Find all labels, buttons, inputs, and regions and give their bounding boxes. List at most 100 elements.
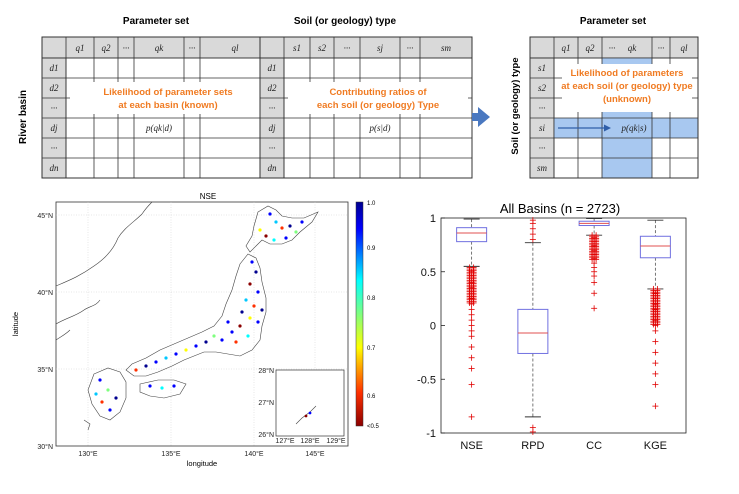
boxplot-xtick-cc: CC — [586, 440, 602, 452]
table-parameter-likelihood-basin: Parameter set River basin q1 q2 ··· qk ·… — [18, 16, 271, 179]
t3-row-s2: s2 — [538, 83, 547, 93]
t2-row-d2: d2 — [268, 83, 278, 93]
t2-row-dots2: ··· — [269, 143, 276, 153]
table3-title: Parameter set — [580, 16, 647, 27]
t1-row-dots: ··· — [51, 103, 58, 113]
map-xtick-135: 135°E — [161, 450, 180, 458]
boxplot-title: All Basins (n = 2723) — [500, 201, 620, 216]
t3-overlay-line3: (unknown) — [603, 94, 651, 105]
box-iqr — [456, 227, 488, 243]
inset-xtick-129: 129°E — [326, 437, 345, 445]
box-plot: All Basins (n = 2723) 1 0.5 0 -0.5 -1 NSE RPD… — [417, 201, 687, 452]
outlier-point — [652, 290, 659, 297]
outlier-point — [468, 306, 475, 313]
outlier-point — [652, 360, 659, 367]
boxplot-ytick-label: 0 — [430, 321, 436, 333]
boxplot-xaxis: NSE RPD CC KGE — [460, 440, 667, 452]
t3-overlay-line1: Likelihood of parameters — [571, 68, 684, 79]
t1-overlay-line1: Likelihood of parameter sets — [103, 87, 232, 98]
t2-col-dots2: ··· — [407, 43, 414, 53]
t3-col-ql: ql — [680, 43, 688, 53]
outlier-point — [468, 413, 475, 420]
box-iqr — [517, 308, 549, 354]
inset-xtick-127: 127°E — [275, 437, 294, 445]
cbar-tick-0.9: 0.9 — [367, 246, 376, 252]
outlier-point — [468, 344, 475, 350]
station-dots — [94, 212, 304, 412]
t3-col-dots: ··· — [609, 43, 616, 53]
boxplot-boxes — [456, 217, 671, 435]
t3-row-si: si — [539, 123, 546, 133]
outlier-point — [529, 225, 536, 232]
outlier-point — [591, 279, 598, 286]
outlier-point — [652, 403, 659, 410]
t2-overlay-line1: Contributing ratios of — [329, 87, 427, 98]
outlier-point — [652, 349, 659, 356]
outlier-point — [652, 317, 659, 324]
t3-overlay-line2: at each soil (or geology) type — [561, 81, 692, 92]
boxplot-xtick-kge: KGE — [644, 440, 667, 452]
table-parameter-likelihood-soil: Parameter set Soil (or geology) type q1 … — [510, 16, 699, 179]
outlier-point — [468, 327, 475, 334]
t1-row-dn: dn — [50, 163, 60, 173]
outlier-point — [591, 290, 598, 297]
inset-ytick-26: 26°N — [258, 431, 274, 439]
outlier-point — [468, 301, 475, 307]
t3-col-q1: q1 — [562, 43, 571, 53]
t1-row-d1: d1 — [50, 63, 59, 73]
map-ytick-35: 35°N — [37, 366, 53, 374]
t3-row-s1: s1 — [538, 63, 546, 73]
inset-xtick-128: 128°E — [300, 437, 319, 445]
t1-col-dots2: ··· — [189, 43, 196, 53]
box-iqr — [639, 235, 671, 259]
cbar-tick-0.7: 0.7 — [367, 346, 376, 352]
outlier-point — [468, 322, 475, 329]
t1-row-d2: d2 — [50, 83, 60, 93]
map-ytick-30: 30°N — [37, 443, 53, 451]
box-rpd — [517, 217, 549, 435]
outlier-point — [468, 354, 475, 361]
t2-col-s2: s2 — [318, 43, 327, 53]
map-xtick-145: 145°E — [305, 450, 324, 458]
t1-row-dots2: ··· — [51, 143, 58, 153]
outlier-point — [468, 290, 475, 297]
t2-col-sj: sj — [377, 43, 384, 53]
outlier-point — [468, 274, 475, 281]
boxplot-frame — [440, 217, 687, 434]
outlier-point — [468, 295, 475, 302]
t2-col-s1: s1 — [293, 43, 301, 53]
outlier-point — [468, 365, 475, 372]
t2-row-dots: ··· — [269, 103, 276, 113]
table-contributing-ratios: Soil (or geology) type s1 s2 ··· sj ··· … — [259, 16, 473, 179]
outlier-point — [652, 381, 659, 388]
colorbar — [355, 201, 364, 427]
t2-row-dn: dn — [268, 163, 278, 173]
t3-cell-formula: p(qk|s) — [621, 123, 647, 133]
boxplot-xtick-rpd: RPD — [521, 440, 544, 452]
outlier-point — [652, 327, 659, 334]
inset-ytick-27: 27°N — [258, 399, 274, 407]
t3-col-dots2: ··· — [658, 43, 665, 53]
outlier-point — [529, 428, 536, 435]
t2-overlay-line2: each soil (or geology) Type — [317, 100, 439, 111]
t2-row-dj: dj — [268, 123, 276, 133]
boxplot-yaxis: 1 0.5 0 -0.5 -1 — [417, 213, 445, 440]
outlier-point — [591, 305, 598, 312]
t1-col-q1: q1 — [76, 43, 85, 53]
inset-ytick-28: 28°N — [258, 367, 274, 375]
t2-col-dots: ··· — [344, 43, 351, 53]
outlier-point — [591, 273, 598, 280]
boxplot-ytick-label: -0.5 — [417, 374, 436, 386]
map-xtick-130: 130°E — [78, 450, 97, 458]
outlier-point — [652, 322, 659, 329]
map-xtick-140: 140°E — [244, 450, 263, 458]
map-title: NSE — [200, 192, 216, 201]
boxplot-ytick-label: 1 — [430, 213, 436, 225]
row-arrow-icon — [558, 124, 611, 132]
t1-col-qk: qk — [155, 43, 165, 53]
t1-col-ql: ql — [231, 43, 239, 53]
outlier-point — [652, 370, 659, 377]
t1-row-dj: dj — [50, 123, 58, 133]
box-kge — [639, 219, 671, 410]
